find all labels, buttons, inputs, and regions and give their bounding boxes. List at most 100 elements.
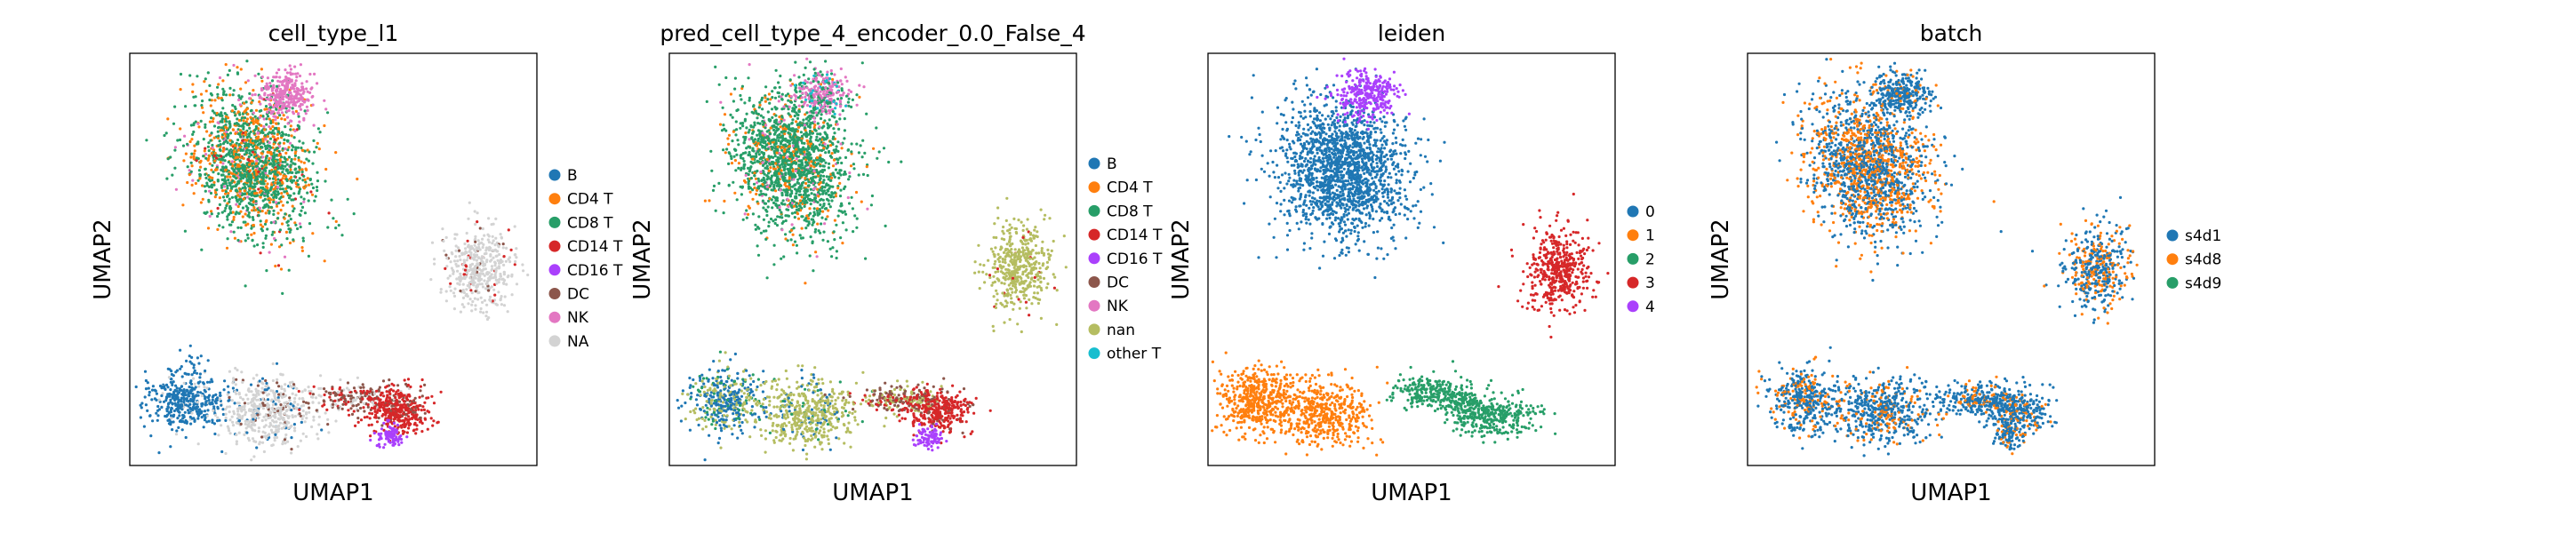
scatter-point: [474, 304, 477, 307]
scatter-point: [234, 156, 237, 160]
scatter-point: [329, 398, 332, 402]
scatter-point: [347, 400, 350, 404]
scatter-point: [277, 245, 282, 249]
scatter-point: [235, 433, 238, 436]
scatter-point: [263, 194, 267, 197]
scatter-point: [244, 149, 248, 154]
scatter-point: [459, 272, 462, 275]
scatter-point: [263, 197, 267, 201]
scatter-point: [206, 71, 210, 75]
scatter-point: [507, 228, 510, 232]
scatter-point: [279, 373, 283, 377]
scatter-point: [284, 157, 287, 161]
scatter-point: [219, 394, 222, 397]
scatter-point: [755, 144, 759, 147]
scatter-point: [216, 405, 220, 409]
scatter-point: [241, 163, 244, 167]
scatter-point: [476, 239, 480, 243]
scatter-point: [301, 239, 305, 243]
scatter-point: [285, 409, 289, 412]
scatter-point: [399, 391, 403, 395]
scatter-point: [822, 179, 826, 182]
scatter-point: [211, 120, 214, 123]
scatter-point: [493, 273, 497, 276]
scatter-point: [397, 408, 401, 411]
scatter-point: [376, 409, 380, 412]
scatter-point: [298, 408, 301, 411]
scatter-point: [191, 393, 195, 396]
scatter-point: [767, 220, 771, 224]
scatter-point: [483, 234, 486, 237]
scatter-point: [274, 195, 277, 198]
scatter-point: [334, 151, 338, 155]
scatter-point: [300, 205, 305, 209]
scatter-point: [190, 389, 194, 393]
scatter-point: [220, 155, 223, 158]
scatter-point: [735, 198, 739, 202]
scatter-point: [208, 394, 212, 397]
scatter-point: [852, 167, 856, 171]
scatter-point: [264, 161, 268, 164]
scatter-point: [234, 107, 237, 111]
scatter-point: [208, 402, 212, 405]
scatter-point: [262, 449, 266, 454]
scatter-point: [217, 126, 220, 130]
scatter-point: [276, 105, 279, 108]
scatter-point: [488, 245, 492, 249]
scatter-point: [308, 410, 311, 414]
scatter-point: [316, 82, 319, 85]
scatter-point: [222, 185, 227, 188]
scatter-point: [244, 394, 248, 397]
scatter-point: [784, 219, 788, 223]
scatter-point: [192, 95, 196, 99]
scatter-point: [771, 115, 774, 119]
scatter-point: [362, 386, 365, 389]
scatter-point: [281, 418, 285, 421]
scatter-point: [202, 155, 205, 158]
scatter-point: [269, 205, 273, 209]
scatter-point: [247, 163, 252, 166]
scatter-point: [289, 194, 292, 197]
legend-label: B: [567, 167, 578, 185]
scatter-point: [244, 413, 247, 417]
scatter-point: [260, 435, 264, 439]
scatter-point: [458, 282, 461, 286]
scatter-point: [465, 251, 468, 254]
scatter-point: [164, 131, 168, 135]
scatter-point: [226, 405, 229, 409]
scatter-point: [198, 376, 202, 379]
scatter-point: [197, 362, 201, 365]
scatter-point: [294, 171, 298, 175]
scatter-point: [224, 63, 228, 67]
scatter-point: [748, 190, 752, 194]
scatter-point: [293, 65, 297, 68]
scatter-point: [306, 191, 309, 195]
scatter-point: [396, 423, 399, 427]
scatter-point: [828, 162, 831, 165]
scatter-point: [266, 187, 269, 190]
scatter-point: [455, 265, 459, 268]
scatter-point: [274, 94, 277, 98]
scatter-point: [383, 442, 387, 446]
y-axis-label: UMAP2: [90, 219, 116, 299]
scatter-point: [292, 198, 295, 202]
scatter-point: [276, 398, 280, 402]
scatter-point: [237, 98, 241, 102]
scatter-point: [352, 386, 356, 390]
scatter-point: [326, 226, 330, 229]
scatter-point: [404, 404, 408, 408]
scatter-point: [312, 418, 316, 422]
scatter-point: [301, 236, 305, 240]
scatter-point: [219, 148, 222, 152]
scatter-point: [373, 392, 377, 395]
scatter-point: [240, 173, 244, 177]
scatter-point: [228, 197, 231, 201]
scatter-point: [218, 76, 222, 80]
scatter-point: [238, 129, 242, 132]
scatter-point: [241, 148, 244, 152]
scatter-point: [245, 123, 249, 126]
scatter-point: [165, 177, 169, 180]
scatter-point: [207, 149, 211, 153]
scatter-point: [305, 157, 308, 161]
scatter-point: [296, 402, 300, 406]
